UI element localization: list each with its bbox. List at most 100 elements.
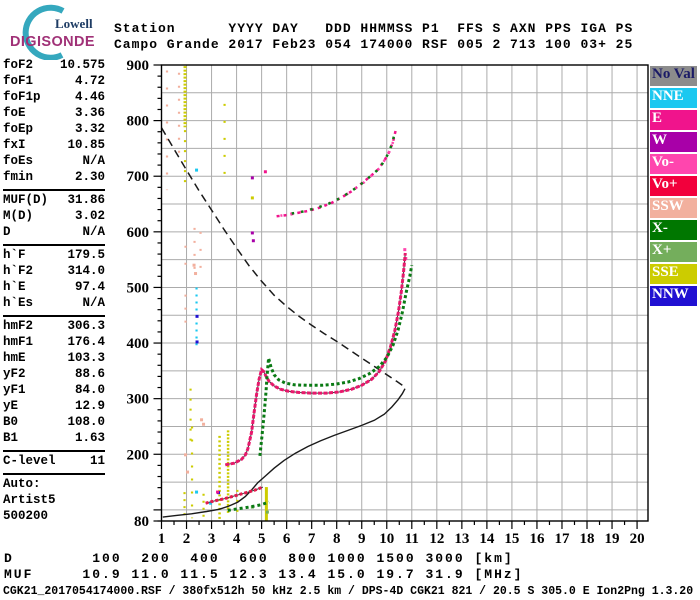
muf-table: D 100 200 400 600 800 1000 1500 3000 [km… bbox=[4, 551, 523, 583]
param-value: 314.0 bbox=[67, 264, 105, 278]
x-tick-label: 14 bbox=[479, 531, 495, 547]
x-tick-label: 15 bbox=[504, 531, 519, 547]
trace-muf-transmission-curve bbox=[160, 127, 406, 388]
noise-dot-NNE bbox=[209, 501, 213, 505]
param-row-M(D): M(D) 3.02 bbox=[3, 209, 105, 225]
param-label: B1 bbox=[3, 431, 19, 445]
param-value: 179.5 bbox=[67, 248, 105, 262]
y-tick-label: 500 bbox=[127, 280, 150, 296]
plot-grid bbox=[161, 65, 648, 521]
param-label: hmF1 bbox=[3, 335, 34, 349]
trace-second-hop-x bbox=[291, 132, 397, 215]
noise-dot-W bbox=[250, 231, 254, 235]
param-row-MUF(D): MUF(D) 31.86 bbox=[3, 193, 105, 209]
y-tick-label: 700 bbox=[127, 169, 150, 185]
legend-item-w: W bbox=[650, 132, 697, 152]
logo-digisonde-text: DIGISONDE bbox=[10, 34, 95, 50]
param-label: Auto: bbox=[3, 477, 41, 491]
legend-item-e: E bbox=[650, 110, 697, 130]
legend-item-nne: NNE bbox=[650, 88, 697, 108]
noise-dot-NNE bbox=[195, 168, 199, 172]
x-tick-label: 3 bbox=[208, 531, 216, 547]
x-tick-label: 16 bbox=[529, 531, 545, 547]
noise-dot-SSE bbox=[250, 196, 254, 200]
param-value: 2.30 bbox=[74, 170, 105, 184]
panel-divider bbox=[3, 450, 105, 452]
axis-labels: 1 2 3 4 5 6 7 8 9 10 11 12 13 14 15 16 17 18 19 20900800700… bbox=[127, 58, 645, 547]
x-tick-label: 9 bbox=[358, 531, 366, 547]
param-label: D bbox=[3, 225, 11, 239]
param-row-h`F: h`F 179.5 bbox=[3, 248, 105, 264]
param-value: 88.6 bbox=[74, 367, 105, 381]
param-value: 176.4 bbox=[67, 335, 105, 349]
panel-divider bbox=[3, 315, 105, 317]
trace-f-trace-o bbox=[225, 252, 407, 467]
param-label: foF1p bbox=[3, 90, 41, 104]
param-value: N/A bbox=[82, 225, 105, 239]
panel-divider bbox=[3, 189, 105, 191]
autoscaling-info-line: Artist5 bbox=[3, 493, 105, 509]
param-label: h`Es bbox=[3, 296, 34, 310]
param-label: h`E bbox=[3, 280, 26, 294]
param-value: 4.46 bbox=[74, 90, 105, 104]
y-tick-label: 800 bbox=[127, 114, 150, 130]
param-value: 31.86 bbox=[67, 193, 105, 207]
logo-arc bbox=[22, 4, 65, 60]
param-label: yF2 bbox=[3, 367, 26, 381]
station-header-values: Campo Grande 2017 Feb23 054 174000 RSF 0… bbox=[114, 37, 634, 52]
muf-table-distance-row: D 100 200 400 600 800 1000 1500 3000 [km… bbox=[4, 551, 514, 566]
autoscaling-info-line: 500200 bbox=[3, 509, 105, 525]
param-value: 10.575 bbox=[59, 58, 105, 72]
y-tick-label: 900 bbox=[127, 58, 150, 74]
parameter-panel: foF2 10.575 foF1 4.72 foF1p 4.46 foE 3.36 foEp 3.… bbox=[3, 58, 105, 525]
param-row-foEs: foEs N/A bbox=[3, 154, 105, 170]
param-label: yE bbox=[3, 399, 19, 413]
param-value: 97.4 bbox=[74, 280, 105, 294]
noise-dot-SSW bbox=[200, 418, 204, 422]
x-tick-label: 7 bbox=[308, 531, 316, 547]
y-tick-label: 400 bbox=[127, 336, 150, 352]
muf-table-muf-row: MUF 10.9 11.0 11.5 12.3 13.4 15.0 19.7 3… bbox=[4, 567, 524, 582]
param-row-foE: foE 3.36 bbox=[3, 106, 105, 122]
noise-dot-SSW bbox=[202, 422, 206, 426]
y-tick-label: 80 bbox=[134, 514, 149, 530]
param-label: h`F2 bbox=[3, 264, 34, 278]
param-label: fmin bbox=[3, 170, 34, 184]
x-tick-label: 8 bbox=[333, 531, 341, 547]
param-value: 3.36 bbox=[74, 106, 105, 120]
noise-dot-NNW bbox=[195, 340, 199, 344]
legend-item-x-: X- bbox=[650, 220, 697, 240]
param-value: 4.72 bbox=[74, 74, 105, 88]
trace-e-trace-o bbox=[205, 485, 264, 505]
param-row-hmF2: hmF2 306.3 bbox=[3, 319, 105, 335]
noise-echoes bbox=[165, 66, 408, 522]
param-row-fmin: fmin 2.30 bbox=[3, 170, 105, 186]
param-label: 500200 bbox=[3, 509, 49, 523]
noise-dot-W bbox=[251, 239, 255, 243]
x-tick-label: 18 bbox=[580, 531, 595, 547]
param-row-foF1: foF1 4.72 bbox=[3, 74, 105, 90]
param-label: Artist5 bbox=[3, 493, 56, 507]
x-tick-label: 6 bbox=[283, 531, 291, 547]
noise-dot-SSW bbox=[194, 272, 198, 276]
param-value: 1.63 bbox=[74, 431, 105, 445]
param-row-hmE: hmE 103.3 bbox=[3, 351, 105, 367]
param-row-h`F2: h`F2 314.0 bbox=[3, 264, 105, 280]
noise-dot-E bbox=[216, 490, 220, 494]
legend-item-vo-: Vo- bbox=[650, 154, 697, 174]
station-header: Station YYYY DAY DDD HHMMSS P1 FFS S AXN… bbox=[114, 21, 633, 53]
noise-dot-SSW bbox=[184, 453, 188, 457]
param-label: foF1 bbox=[3, 74, 34, 88]
param-row-fxI: fxI 10.85 bbox=[3, 138, 105, 154]
param-label: yF1 bbox=[3, 383, 26, 397]
param-value: 306.3 bbox=[67, 319, 105, 333]
panel-divider bbox=[3, 473, 105, 475]
param-label: hmF2 bbox=[3, 319, 34, 333]
logo-lowell-text: Lowell bbox=[55, 16, 93, 31]
plot-frame bbox=[160, 64, 649, 522]
traces bbox=[160, 127, 414, 518]
trace-f-trace-x bbox=[258, 264, 414, 457]
param-row-h`Es: h`Es N/A bbox=[3, 296, 105, 312]
param-label: foEp bbox=[3, 122, 34, 136]
